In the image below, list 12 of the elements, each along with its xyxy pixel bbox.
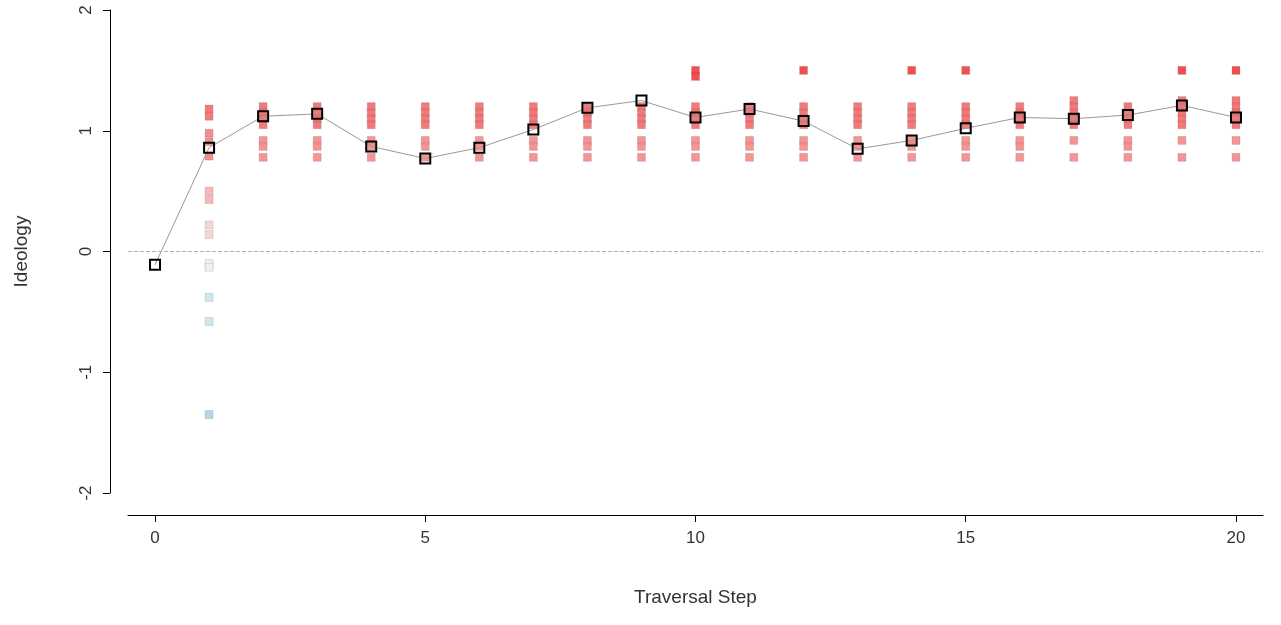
x-tick-label: 0	[150, 528, 160, 547]
x-tick-label: 10	[686, 528, 705, 547]
x-axis-title: Traversal Step	[634, 586, 757, 607]
x-tick-label: 5	[420, 528, 430, 547]
y-tick-label: 2	[76, 5, 95, 15]
x-tick-label: 15	[956, 528, 976, 547]
y-tick-label: 0	[76, 246, 95, 257]
y-tick-label: 1	[76, 126, 95, 136]
y-axis-title: Ideology	[10, 215, 31, 288]
x-tick-label: 20	[1226, 528, 1246, 547]
y-tick-label: -1	[76, 364, 95, 380]
y-tick-label: -2	[76, 485, 95, 501]
